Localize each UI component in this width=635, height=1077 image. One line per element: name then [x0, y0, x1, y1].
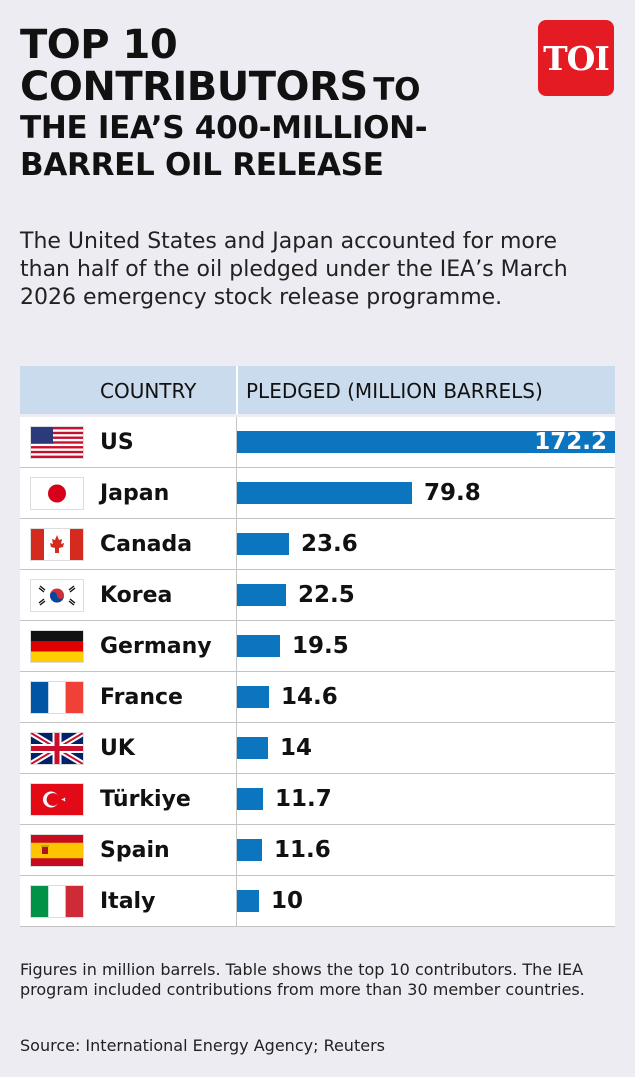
canada-flag-icon	[31, 529, 83, 560]
title-line-2: CONTRIBUTORS	[20, 64, 368, 110]
country-name: Türkiye	[100, 787, 191, 812]
footnote: Figures in million barrels. Table shows …	[20, 960, 585, 999]
bar-spain	[237, 839, 262, 861]
bar-japan	[237, 482, 412, 504]
country-name: Japan	[100, 481, 170, 506]
value-label: 79.8	[424, 480, 481, 506]
table-row: Spain 11.6	[20, 825, 615, 876]
value-label: 10	[271, 888, 304, 914]
country-name: Korea	[100, 583, 173, 608]
header-country: COUNTRY	[100, 379, 197, 403]
country-name: France	[100, 685, 183, 710]
spain-flag-icon	[31, 835, 83, 866]
title-line-2-suffix: TO	[373, 72, 421, 108]
bar-france	[237, 686, 269, 708]
column-divider	[236, 825, 237, 875]
bar-germany	[237, 635, 280, 657]
value-label: 14	[280, 735, 313, 761]
column-divider	[236, 876, 237, 926]
country-name: Spain	[100, 838, 170, 863]
turkiye-flag-icon	[31, 784, 83, 815]
column-divider	[236, 519, 237, 569]
country-name: US	[100, 430, 134, 455]
us-flag-icon	[31, 427, 83, 458]
table-row: Germany 19.5	[20, 621, 615, 672]
column-divider	[236, 672, 237, 722]
source-note: Source: International Energy Agency; Reu…	[20, 1036, 385, 1055]
bar-türkiye	[237, 788, 263, 810]
header-divider	[236, 366, 238, 414]
bar-uk	[237, 737, 268, 759]
table-row: France 14.6	[20, 672, 615, 723]
france-flag-icon	[31, 682, 83, 713]
value-label: 14.6	[281, 684, 338, 710]
column-divider	[236, 774, 237, 824]
value-label: 172.2	[534, 429, 607, 455]
table-row: Canada 23.6	[20, 519, 615, 570]
header-pledged: PLEDGED (MILLION BARRELS)	[246, 379, 543, 403]
chart-title: TOP 10 CONTRIBUTORS TO THE IEA’S 400-MIL…	[20, 24, 530, 181]
title-line-4: BARREL OIL RELEASE	[20, 146, 384, 183]
column-divider	[236, 417, 237, 467]
table-row: US 172.2	[20, 417, 615, 468]
value-label: 22.5	[298, 582, 355, 608]
table-header: COUNTRY PLEDGED (MILLION BARRELS)	[20, 366, 615, 417]
table-row: UK 14	[20, 723, 615, 774]
italy-flag-icon	[31, 886, 83, 917]
country-name: Canada	[100, 532, 193, 557]
column-divider	[236, 570, 237, 620]
column-divider	[236, 468, 237, 518]
uk-flag-icon	[31, 733, 83, 764]
table-row: Korea 22.5	[20, 570, 615, 621]
table-row: Türkiye 11.7	[20, 774, 615, 825]
country-name: Italy	[100, 889, 156, 914]
value-label: 19.5	[292, 633, 349, 659]
table-body: US 172.2 Japan 79.8 Canada 23.6 Korea 22.5 Germa…	[20, 417, 615, 927]
bar-italy	[237, 890, 259, 912]
bar-us	[237, 431, 615, 453]
germany-flag-icon	[31, 631, 83, 662]
japan-flag-icon	[31, 478, 83, 509]
title-line-1: TOP 10	[20, 22, 178, 68]
toi-logo: TOI	[538, 20, 614, 96]
value-label: 11.6	[274, 837, 331, 863]
bar-korea	[237, 584, 286, 606]
chart-subtitle: The United States and Japan accounted fo…	[20, 229, 568, 310]
column-divider	[236, 723, 237, 773]
table-row: Italy 10	[20, 876, 615, 927]
bar-canada	[237, 533, 289, 555]
country-name: Germany	[100, 634, 212, 659]
contributors-table: COUNTRY PLEDGED (MILLION BARRELS) US 172.…	[20, 366, 615, 927]
table-row: Japan 79.8	[20, 468, 615, 519]
value-label: 11.7	[275, 786, 332, 812]
country-name: UK	[100, 736, 135, 761]
title-line-3: THE IEA’S 400-MILLION-	[20, 110, 428, 146]
value-label: 23.6	[301, 531, 358, 557]
korea-flag-icon	[31, 580, 83, 611]
column-divider	[236, 621, 237, 671]
